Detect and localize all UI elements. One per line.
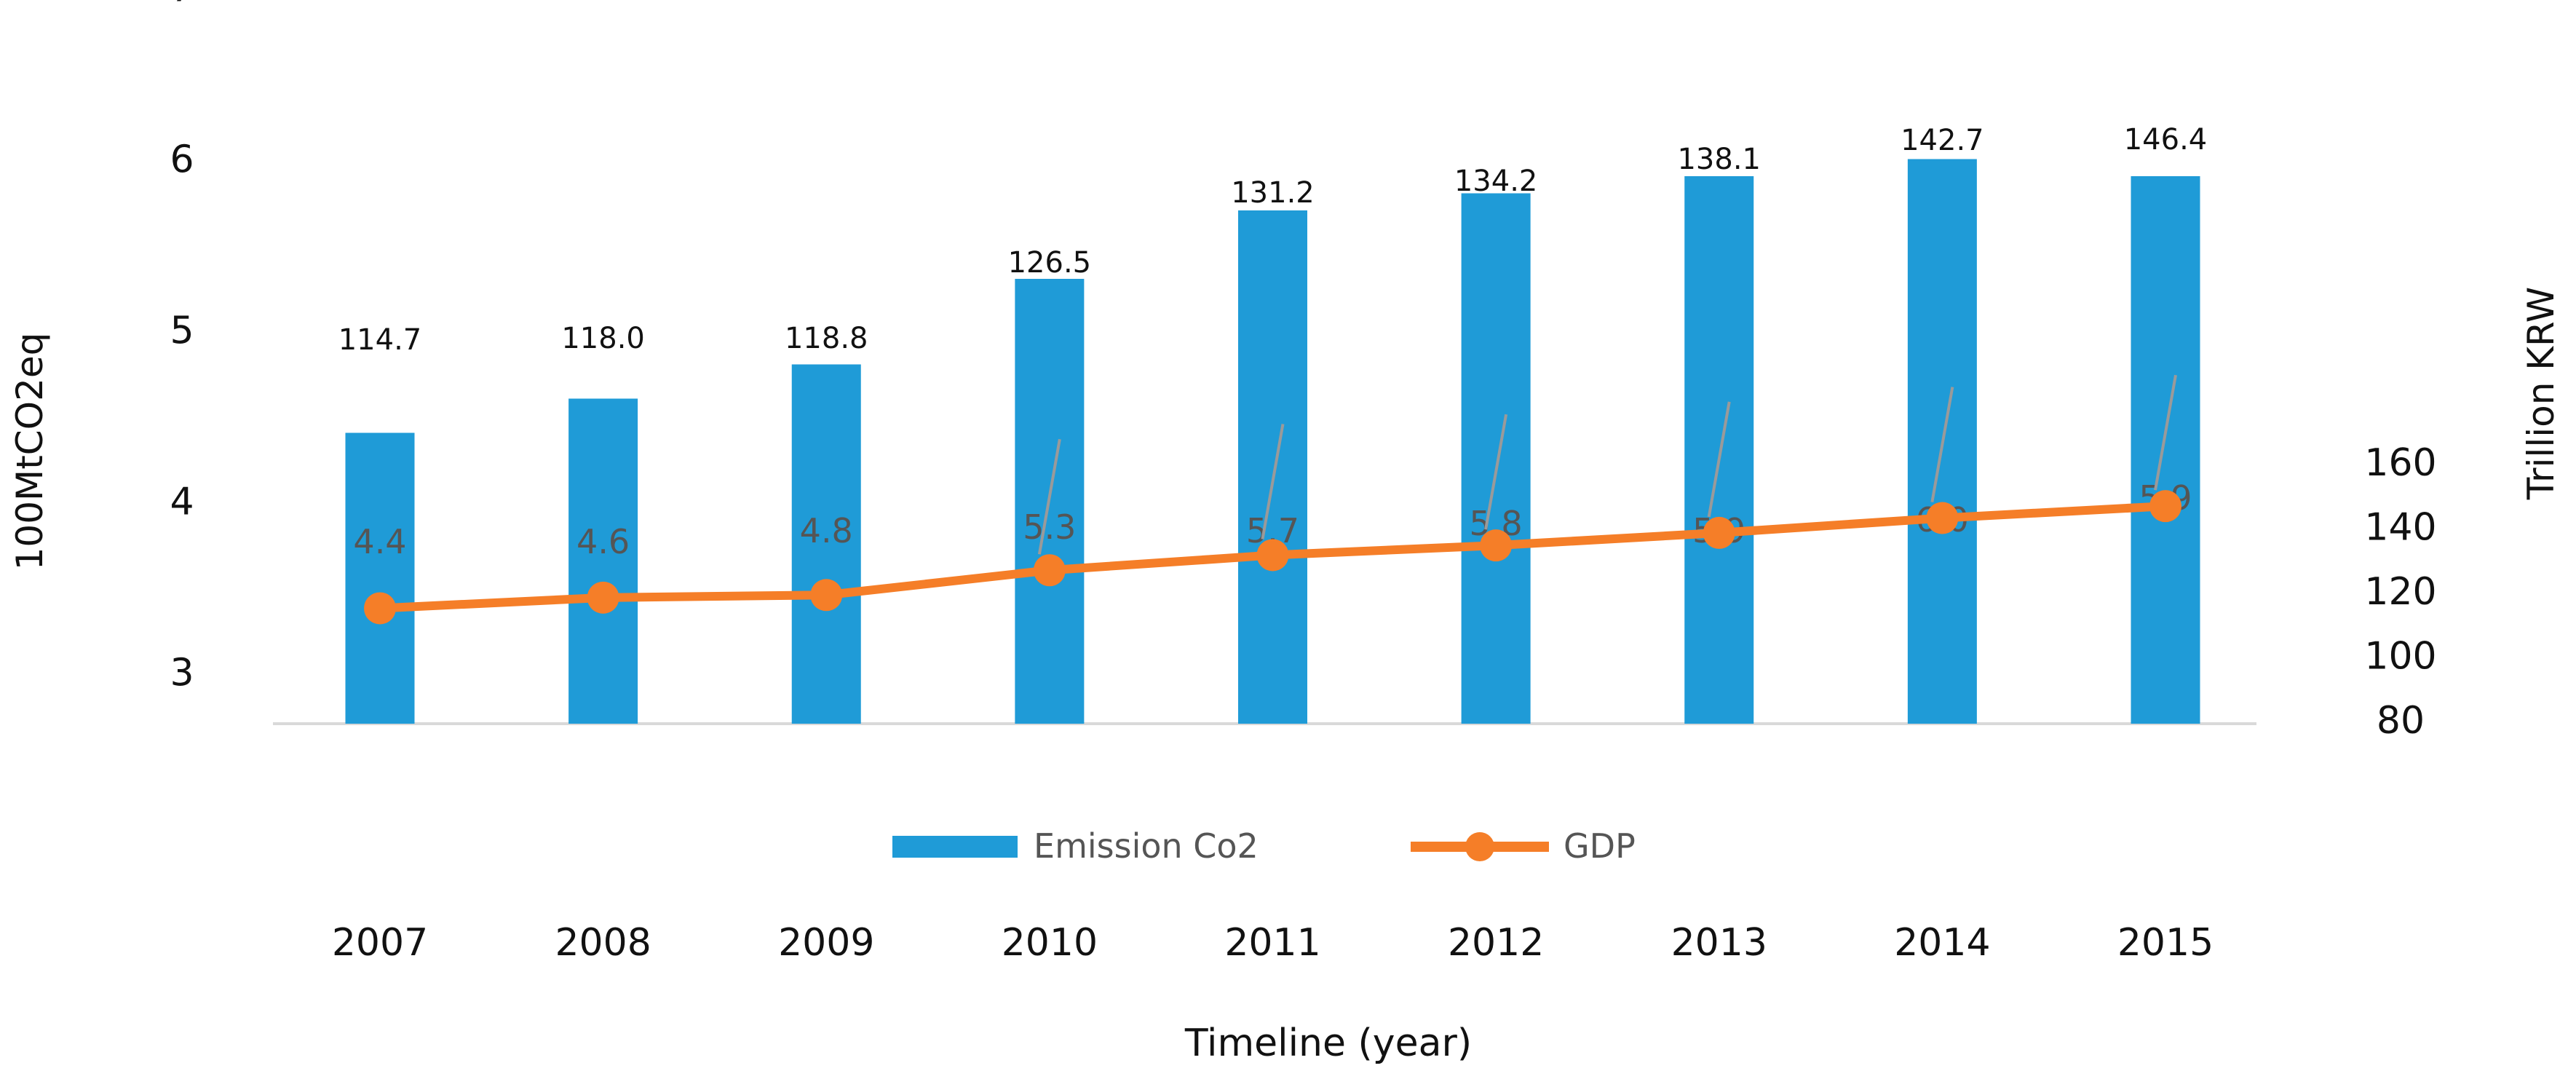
bar-2013: [1684, 176, 1754, 724]
legend-swatch-emission: [892, 836, 1018, 858]
bar-2008: [568, 398, 638, 724]
bar-label-2007: 4.4: [353, 522, 406, 561]
y-tick-left-4: 7: [170, 0, 194, 11]
x-tick-2014: 2014: [1894, 921, 1990, 965]
bars-layer: [345, 159, 2200, 724]
legend-swatch-gdp-marker: [1465, 832, 1494, 861]
gdp-point-2015: [2149, 490, 2181, 523]
x-tick-2007: 2007: [332, 921, 428, 965]
gdp-labels-layer: 114.7 118.0 118.8 126.5 131.2 134.2 138.1 142.7…: [338, 123, 2208, 357]
gdp-label-2008: 118.0: [561, 322, 645, 355]
gdp-leader-2013: [1707, 401, 1731, 518]
y-tick-right-3: 140: [2364, 506, 2436, 550]
x-axis-title: Timeline (year): [1184, 1021, 1472, 1065]
legend-label-emission: Emission Co2: [1034, 826, 1259, 866]
x-tick-2008: 2008: [555, 921, 651, 965]
ticks-layer: 3 4 5 6 7 80 100 120 140 160 2007 2008 2009 2010 2011 2…: [170, 0, 2436, 965]
gdp-label-2013: 138.1: [1677, 143, 1761, 176]
y-tick-left-3: 6: [170, 138, 194, 182]
gdp-point-2009: [810, 579, 843, 612]
y-tick-right-4: 160: [2364, 441, 2436, 485]
bar-label-2010: 5.3: [1023, 507, 1076, 547]
y-tick-right-1: 100: [2364, 635, 2436, 679]
gdp-label-2012: 134.2: [1454, 165, 1538, 198]
y-tick-right-0: 80: [2377, 699, 2425, 743]
gdp-point-2007: [364, 592, 396, 625]
gdp-label-2014: 142.7: [1901, 124, 1984, 157]
gdp-leader-2012: [1484, 414, 1508, 530]
gdp-label-2009: 118.8: [785, 322, 868, 355]
gdp-leader-2015: [2154, 374, 2177, 491]
bar-2011: [1238, 210, 1307, 724]
gdp-point-2008: [587, 581, 619, 614]
bar-2007: [345, 432, 415, 724]
x-tick-2009: 2009: [778, 921, 874, 965]
gdp-leader-2014: [1930, 387, 1954, 502]
gdp-label-2007: 114.7: [338, 323, 422, 357]
y-tick-right-2: 120: [2364, 570, 2436, 614]
legend-label-gdp: GDP: [1564, 826, 1636, 866]
y-tick-left-0: 3: [170, 652, 194, 695]
gdp-leader-2011: [1261, 424, 1285, 539]
gdp-label-2010: 126.5: [1008, 246, 1092, 280]
bar-2012: [1461, 193, 1531, 724]
gdp-point-2014: [1926, 502, 1959, 534]
gdp-point-2010: [1033, 554, 1066, 587]
x-tick-2011: 2011: [1224, 921, 1320, 965]
bar-2009: [791, 364, 861, 724]
x-tick-2015: 2015: [2117, 921, 2214, 965]
x-tick-2013: 2013: [1671, 921, 1767, 965]
y-tick-left-1: 4: [170, 481, 194, 524]
y-axis-title-left: 100MtCO2eq: [9, 333, 51, 571]
y-tick-left-2: 5: [170, 309, 194, 353]
gdp-label-2015: 146.4: [2124, 123, 2208, 157]
gdp-label-2011: 131.2: [1231, 176, 1315, 210]
gdp-point-2013: [1703, 516, 1735, 549]
bar-label-2008: 4.6: [576, 522, 630, 561]
gdp-point-2011: [1256, 539, 1289, 572]
y-axis-title-right: Trillion KRW: [2520, 287, 2562, 500]
bar-label-2009: 4.8: [800, 511, 853, 550]
gdp-line-layer: [364, 490, 2181, 625]
x-tick-2010: 2010: [1002, 921, 1098, 965]
gdp-leader-2010: [1037, 438, 1061, 555]
legend: Emission Co2 GDP: [892, 826, 1636, 866]
leader-lines-layer: [1037, 374, 2177, 555]
gdp-point-2012: [1480, 529, 1513, 562]
bar-2015: [2131, 176, 2200, 724]
x-tick-2012: 2012: [1448, 921, 1544, 965]
